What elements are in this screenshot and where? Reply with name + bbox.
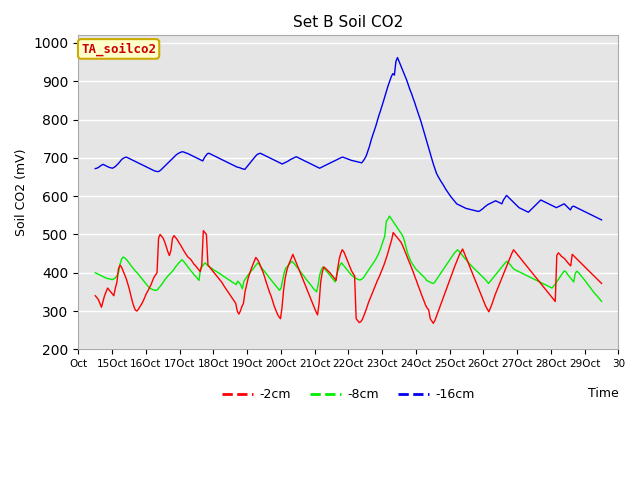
Text: TA_soilco2: TA_soilco2 xyxy=(81,42,156,56)
Y-axis label: Soil CO2 (mV): Soil CO2 (mV) xyxy=(15,149,28,236)
Title: Set B Soil CO2: Set B Soil CO2 xyxy=(293,15,404,30)
X-axis label: Time: Time xyxy=(588,387,618,400)
Legend: -2cm, -8cm, -16cm: -2cm, -8cm, -16cm xyxy=(217,383,479,406)
